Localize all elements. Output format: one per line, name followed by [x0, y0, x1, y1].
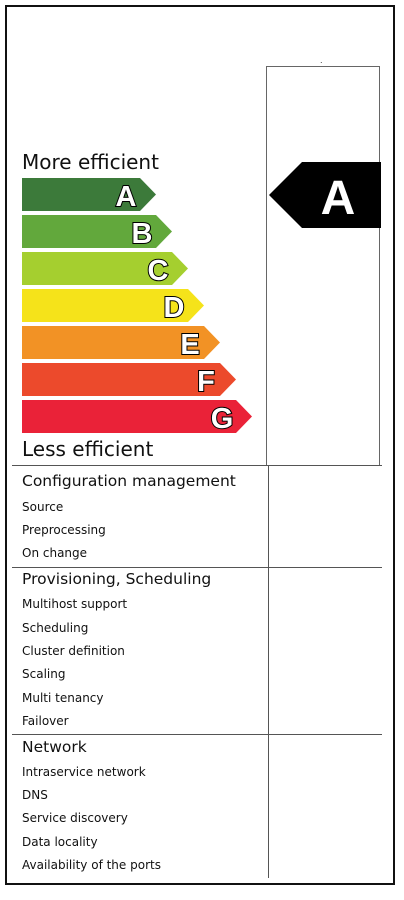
list-item: Preprocessing	[22, 523, 106, 537]
selected-class-letter: A	[321, 172, 356, 225]
list-item: Failover	[22, 714, 69, 728]
list-item: On change	[22, 546, 88, 560]
class-bar-b	[22, 215, 172, 248]
section-title-provisioning: Provisioning, Scheduling	[22, 570, 212, 588]
section-divider	[12, 567, 382, 568]
class-letter-d: D	[164, 292, 185, 324]
class-bar-c	[22, 252, 188, 285]
section-divider	[12, 734, 382, 735]
class-letter-e: E	[180, 329, 199, 361]
list-item: Source	[22, 500, 64, 514]
class-letter-g: G	[211, 403, 234, 435]
class-bar-f	[22, 363, 236, 396]
selected-class-arrow: A	[269, 162, 381, 232]
class-bar-a	[22, 178, 156, 211]
list-item: Data locality	[22, 835, 98, 849]
class-bar-g	[22, 400, 252, 433]
rating-box	[266, 66, 380, 466]
tiny-mark: .	[320, 56, 323, 65]
list-item: Availability of the ports	[22, 858, 161, 872]
section-divider-top	[12, 465, 382, 466]
more-efficient-label: More efficient	[22, 150, 159, 174]
section-title-configuration: Configuration management	[22, 472, 236, 490]
selected-class-arrow-shape	[269, 162, 381, 228]
class-letter-b: B	[132, 218, 153, 250]
less-efficient-label: Less efficient	[22, 437, 154, 461]
class-bar-e	[22, 326, 220, 359]
list-item: Service discovery	[22, 811, 128, 825]
list-item: DNS	[22, 788, 48, 802]
class-letter-f: F	[197, 366, 215, 398]
list-item: Multi tenancy	[22, 691, 104, 705]
list-item: Scheduling	[22, 621, 89, 635]
class-letter-c: C	[148, 255, 169, 287]
list-item: Cluster definition	[22, 644, 125, 658]
list-item: Multihost support	[22, 597, 128, 611]
list-item: Scaling	[22, 667, 66, 681]
section-title-network: Network	[22, 738, 87, 756]
value-column-line	[268, 466, 269, 878]
class-bar-d	[22, 289, 204, 322]
list-item: Intraservice network	[22, 765, 146, 779]
class-letter-a: A	[116, 181, 137, 213]
label-frame	[5, 5, 395, 885]
